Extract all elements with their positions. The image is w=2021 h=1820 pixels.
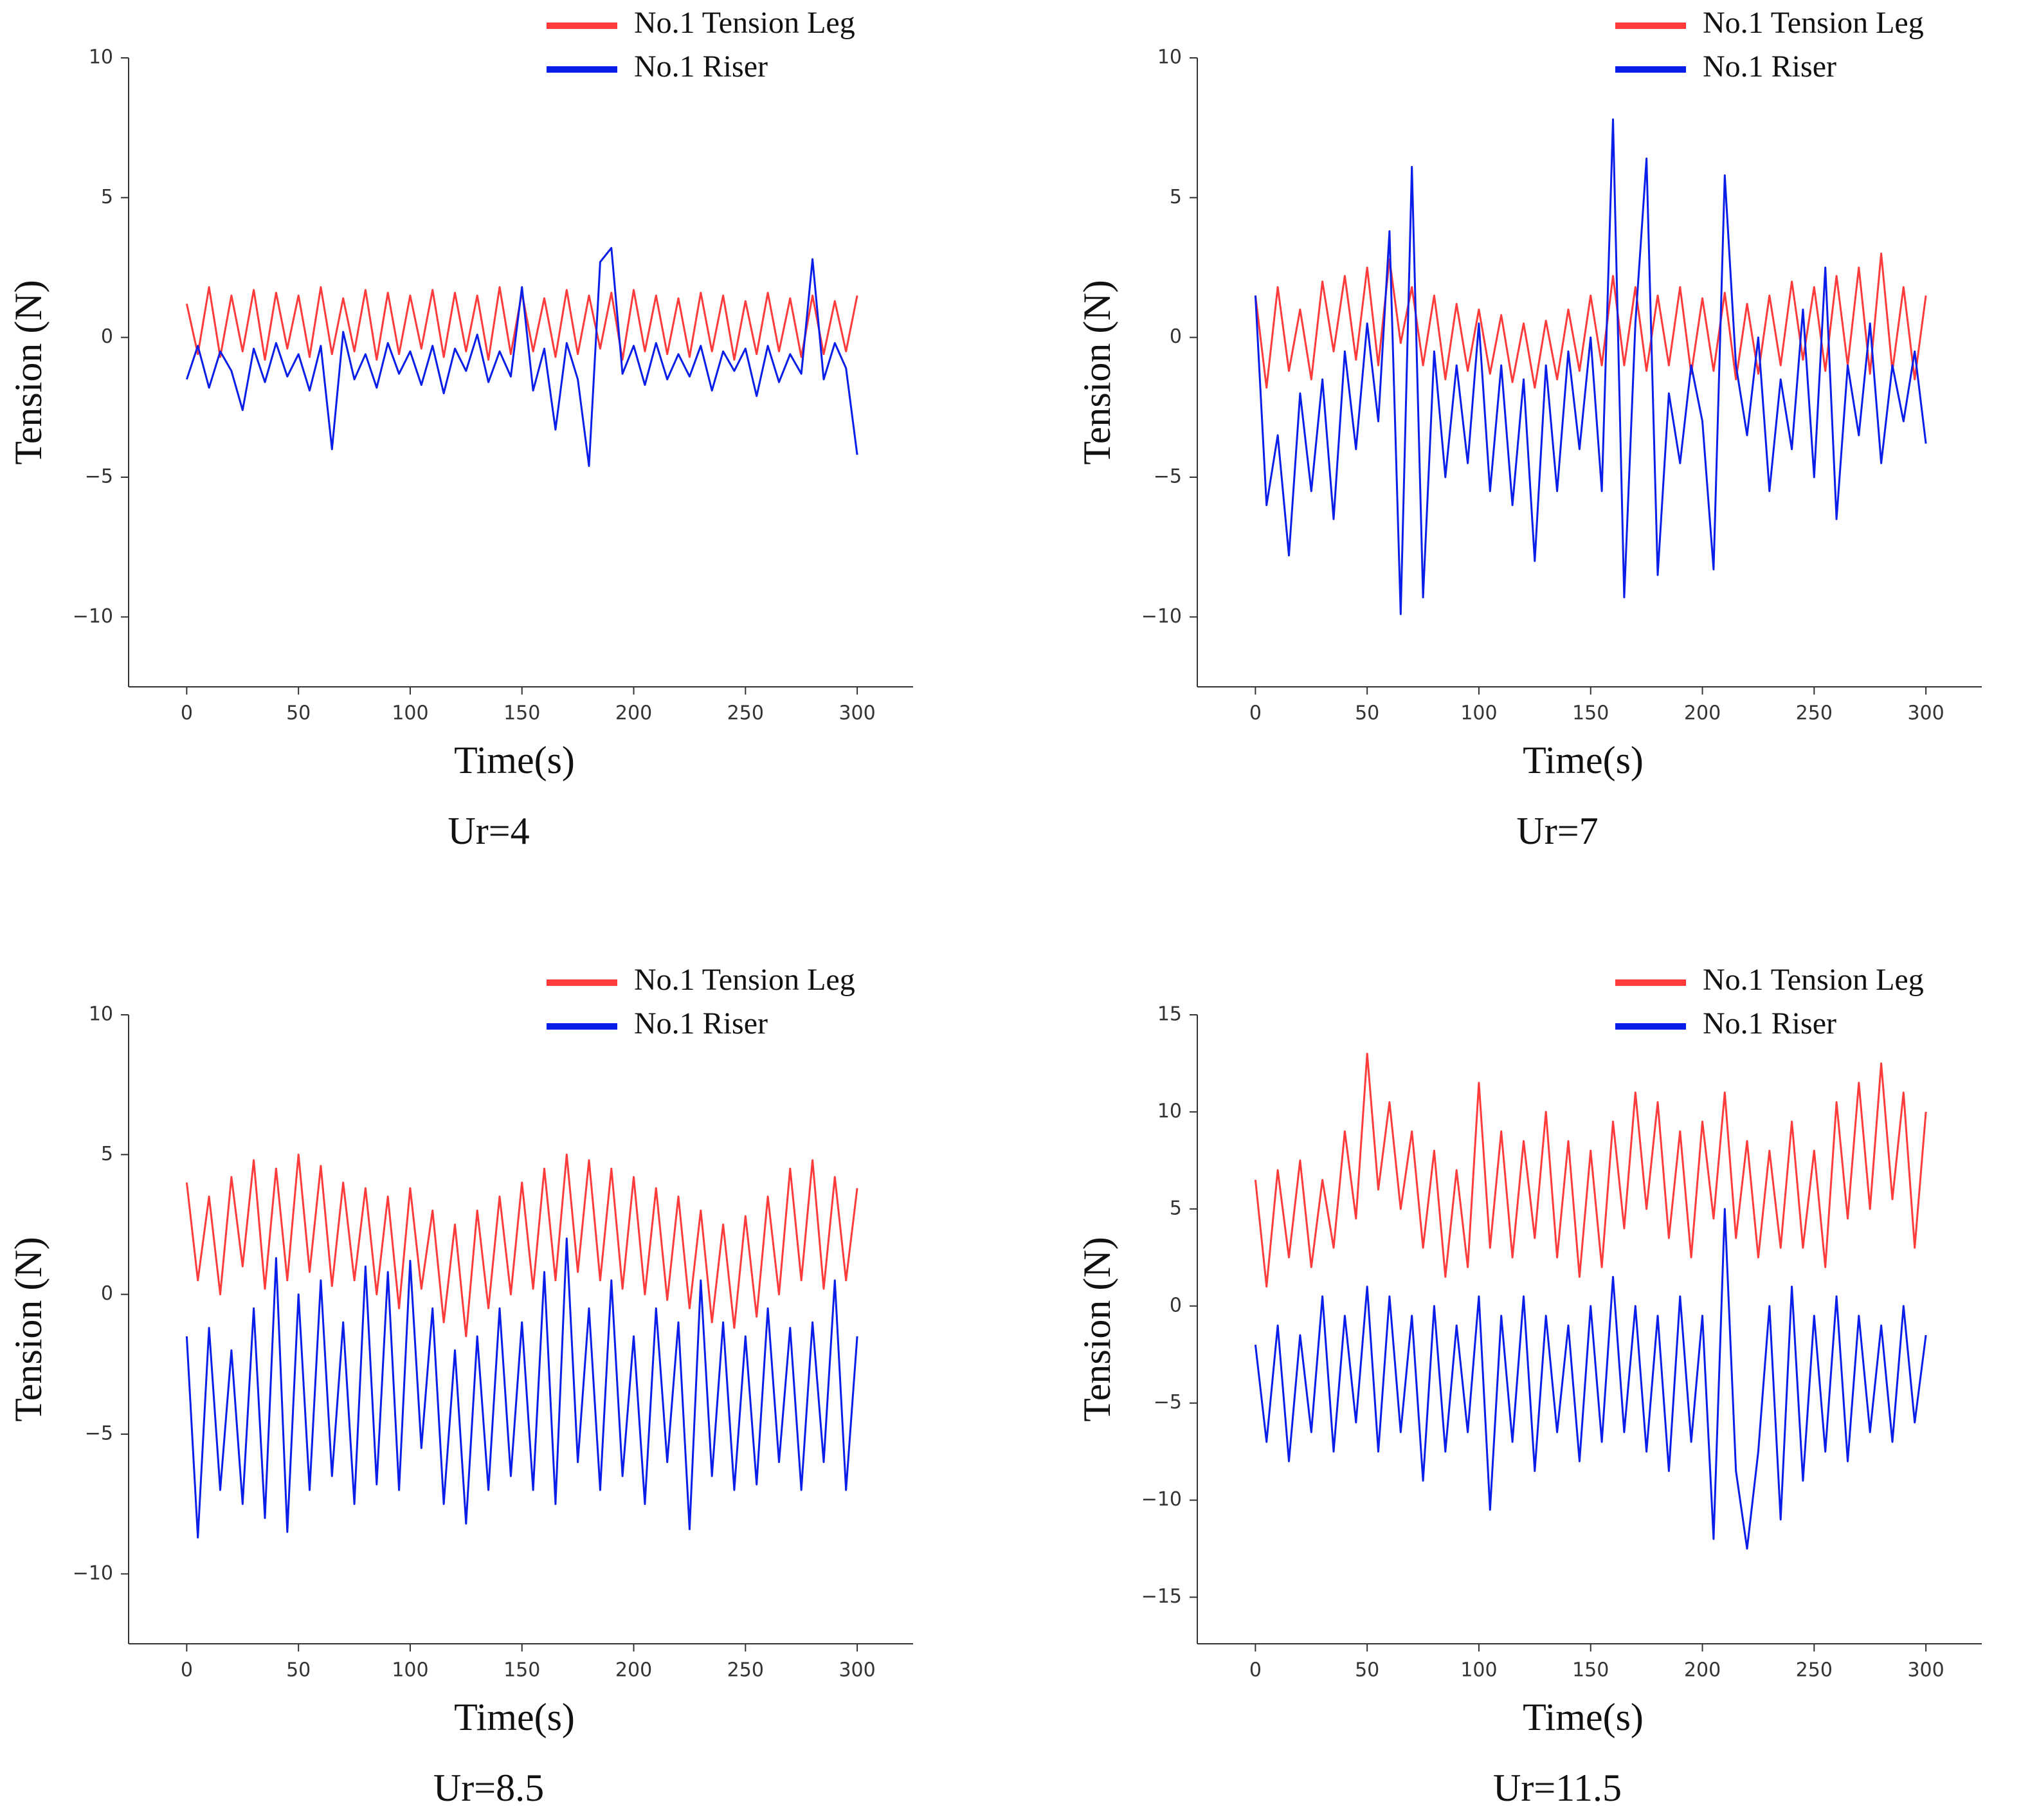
y-tick-label: −10 xyxy=(1141,605,1182,628)
y-tick-label: 10 xyxy=(89,46,113,69)
x-tick-label: 0 xyxy=(1249,1659,1262,1682)
x-tick-label: 200 xyxy=(615,702,652,725)
y-tick-label: −5 xyxy=(85,466,113,488)
x-tick-label: 150 xyxy=(503,1659,540,1682)
series-line xyxy=(185,247,858,468)
y-tick-label: 5 xyxy=(1170,186,1182,208)
x-axis-label: Time(s) xyxy=(454,1696,575,1738)
series-line xyxy=(185,1237,858,1539)
x-tick-label: 150 xyxy=(1572,702,1609,725)
series-line xyxy=(1254,1052,1927,1288)
y-tick-label: 5 xyxy=(101,1143,113,1165)
x-tick-label: 150 xyxy=(1572,1659,1609,1682)
series-line xyxy=(185,1153,858,1338)
x-axis-label: Time(s) xyxy=(454,739,575,781)
x-tick-label: 0 xyxy=(1249,702,1262,725)
caption: Ur=11.5 xyxy=(1493,1767,1622,1809)
y-tick-label: −15 xyxy=(1141,1585,1182,1608)
y-tick-label: −10 xyxy=(73,605,113,628)
x-tick-label: 250 xyxy=(727,1659,764,1682)
x-tick-label: 300 xyxy=(1907,702,1944,725)
x-tick-label: 300 xyxy=(1907,1659,1944,1682)
y-axis-label: Tension (N) xyxy=(7,280,50,464)
x-tick-label: 200 xyxy=(1684,1659,1721,1682)
y-tick-label: 15 xyxy=(1157,1003,1182,1026)
y-tick-label: −5 xyxy=(1154,1391,1182,1414)
legend-label: No.1 Tension Leg xyxy=(1703,6,1924,40)
x-tick-label: 250 xyxy=(1796,702,1833,725)
y-tick-label: 10 xyxy=(1157,46,1182,69)
series-line xyxy=(1254,118,1927,615)
legend-label: No.1 Riser xyxy=(634,50,768,84)
x-tick-label: 100 xyxy=(1460,702,1497,725)
x-tick-label: 100 xyxy=(1460,1659,1497,1682)
y-tick-label: −10 xyxy=(1141,1488,1182,1511)
series-line xyxy=(185,286,858,361)
x-tick-label: 250 xyxy=(1796,1659,1833,1682)
legend-label: No.1 Riser xyxy=(1703,50,1836,84)
y-axis-label: Tension (N) xyxy=(7,1237,50,1421)
y-tick-label: 10 xyxy=(1157,1100,1182,1122)
y-tick-label: −5 xyxy=(1154,466,1182,488)
x-tick-label: 300 xyxy=(838,702,875,725)
x-tick-label: 50 xyxy=(1355,1659,1379,1682)
caption: Ur=7 xyxy=(1516,810,1598,852)
x-tick-label: 50 xyxy=(286,1659,311,1682)
y-tick-label: 0 xyxy=(101,1282,113,1305)
x-tick-label: 200 xyxy=(1684,702,1721,725)
legend-label: No.1 Riser xyxy=(634,1006,768,1041)
y-tick-label: −10 xyxy=(73,1562,113,1585)
y-axis-label: Tension (N) xyxy=(1076,280,1118,464)
legend-label: No.1 Riser xyxy=(1703,1006,1836,1041)
x-tick-label: 0 xyxy=(181,1659,193,1682)
x-tick-label: 50 xyxy=(1355,702,1379,725)
x-axis-label: Time(s) xyxy=(1523,739,1644,781)
x-tick-label: 200 xyxy=(615,1659,652,1682)
x-tick-label: 150 xyxy=(503,702,540,725)
x-tick-label: 100 xyxy=(392,702,428,725)
x-tick-label: 250 xyxy=(727,702,764,725)
y-tick-label: 0 xyxy=(101,325,113,348)
caption: Ur=4 xyxy=(448,810,529,852)
y-tick-label: 0 xyxy=(1170,1294,1182,1316)
y-tick-label: 5 xyxy=(1170,1197,1182,1219)
x-tick-label: 50 xyxy=(286,702,311,725)
x-tick-label: 0 xyxy=(181,702,193,725)
legend-label: No.1 Tension Leg xyxy=(634,6,855,40)
x-tick-label: 300 xyxy=(838,1659,875,1682)
y-tick-label: 10 xyxy=(89,1003,113,1026)
caption: Ur=8.5 xyxy=(433,1767,544,1809)
series-line xyxy=(1254,1208,1927,1550)
y-axis-label: Tension (N) xyxy=(1076,1237,1118,1421)
x-tick-label: 100 xyxy=(392,1659,428,1682)
y-tick-label: 5 xyxy=(101,186,113,208)
legend-label: No.1 Tension Leg xyxy=(1703,963,1924,997)
x-axis-label: Time(s) xyxy=(1523,1696,1644,1738)
series-line xyxy=(1254,252,1927,389)
legend-label: No.1 Tension Leg xyxy=(634,963,855,997)
y-tick-label: −5 xyxy=(85,1423,113,1445)
y-tick-label: 0 xyxy=(1170,325,1182,348)
